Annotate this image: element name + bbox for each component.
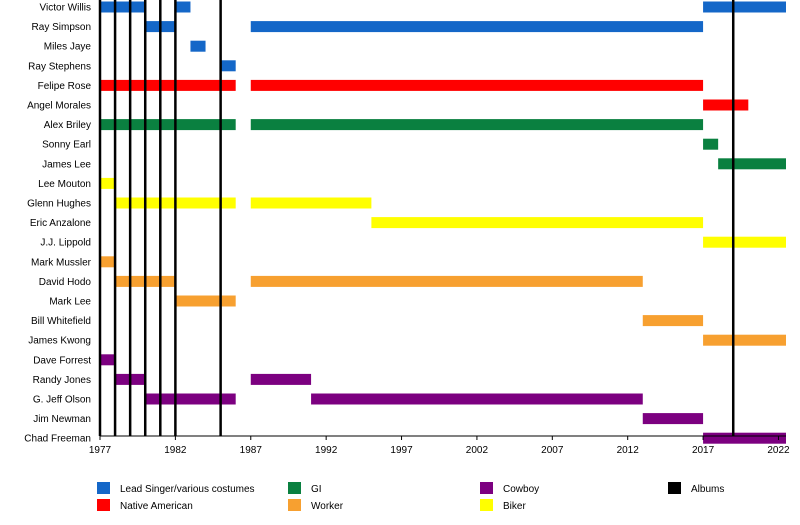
- member-bars: [100, 1, 786, 444]
- x-tick-label-2012: 2012: [617, 445, 640, 456]
- member-label-bill-whitefield: Bill Whitefield: [31, 316, 91, 327]
- legend-swatch-biker: [480, 499, 493, 511]
- bar-randy-jones-1: [250, 373, 312, 385]
- legend-label-lead: Lead Singer/various costumes: [120, 484, 255, 495]
- bar-eric-anzalone-0: [371, 217, 704, 229]
- member-label-felipe-rose: Felipe Rose: [38, 81, 92, 92]
- album-lines: [98, 0, 735, 436]
- bar-david-hodo-1: [250, 275, 643, 287]
- x-tick-label-1982: 1982: [164, 445, 187, 456]
- bar-alex-briley-1: [250, 119, 704, 131]
- x-tick-label-1997: 1997: [390, 445, 413, 456]
- legend-label-biker: Biker: [503, 501, 526, 512]
- bar-dave-forrest-0: [100, 354, 116, 366]
- x-tick-label-2022: 2022: [767, 445, 790, 456]
- bar-victor-willis-2: [703, 1, 786, 13]
- bar-angel-morales-0: [703, 99, 749, 111]
- bar-miles-jaye-0: [190, 40, 206, 52]
- member-label-victor-willis: Victor Willis: [40, 3, 91, 14]
- bar-sonny-earl-0: [703, 138, 719, 150]
- bar-j-j-lippold-0: [703, 236, 786, 248]
- member-label-sonny-earl: Sonny Earl: [42, 140, 91, 151]
- member-label-randy-jones: Randy Jones: [33, 375, 91, 386]
- member-label-alex-briley: Alex Briley: [44, 120, 91, 131]
- bar-mark-mussler-0: [100, 256, 116, 268]
- bar-mark-lee-0: [175, 295, 236, 307]
- bar-alex-briley-0: [100, 119, 236, 131]
- legend-label-albums: Albums: [691, 484, 724, 495]
- legend: Lead Singer/various costumes Native Ameri…: [97, 482, 724, 512]
- x-tick-label-2007: 2007: [541, 445, 564, 456]
- member-label-mark-mussler: Mark Mussler: [31, 257, 92, 268]
- member-label-lee-mouton: Lee Mouton: [38, 179, 91, 190]
- bar-g-jeff-olson-1: [311, 393, 643, 405]
- legend-label-worker: Worker: [311, 501, 344, 512]
- legend-swatch-albums: [668, 482, 681, 494]
- legend-swatch-gi: [288, 482, 301, 494]
- member-label-miles-jaye: Miles Jaye: [44, 42, 92, 53]
- bar-felipe-rose-1: [250, 79, 704, 91]
- member-label-ray-stephens: Ray Stephens: [28, 61, 91, 72]
- bar-james-lee-0: [718, 158, 786, 170]
- x-axis: 1977 1982 1987 1992 1997 2002 2007 2012 2017 2022: [89, 435, 790, 456]
- x-tick-label-1992: 1992: [315, 445, 338, 456]
- member-label-james-kwong: James Kwong: [28, 336, 91, 347]
- bar-jim-newman-0: [642, 413, 704, 425]
- member-label-mark-lee: Mark Lee: [49, 297, 91, 308]
- member-label-jim-newman: Jim Newman: [33, 414, 91, 425]
- legend-swatch-lead: [97, 482, 110, 494]
- bar-ray-simpson-1: [250, 21, 704, 33]
- bar-g-jeff-olson-0: [145, 393, 236, 405]
- member-label-chad-freeman: Chad Freeman: [24, 434, 91, 445]
- x-tick-label-1977: 1977: [89, 445, 112, 456]
- member-label-j-j-lippold: J.J. Lippold: [40, 238, 91, 249]
- member-label-angel-morales: Angel Morales: [27, 101, 91, 112]
- legend-label-gi: GI: [311, 484, 322, 495]
- legend-swatch-cowboy: [480, 482, 493, 494]
- x-tick-label-2017: 2017: [692, 445, 715, 456]
- bar-victor-willis-0: [100, 1, 146, 13]
- bar-lee-mouton-0: [100, 177, 116, 189]
- member-label-david-hodo: David Hodo: [39, 277, 92, 288]
- x-tick-label-1987: 1987: [240, 445, 263, 456]
- bar-glenn-hughes-1: [250, 197, 372, 209]
- x-tick-label-2002: 2002: [466, 445, 489, 456]
- legend-label-native: Native American: [120, 501, 193, 512]
- member-label-eric-anzalone: Eric Anzalone: [30, 218, 92, 229]
- bar-victor-willis-1: [175, 1, 191, 13]
- bar-james-kwong-0: [703, 334, 786, 346]
- bar-chad-freeman-0: [703, 432, 786, 444]
- legend-label-cowboy: Cowboy: [503, 484, 539, 495]
- member-labels: Victor Willis Ray Simpson Miles Jaye Ray St…: [24, 3, 91, 445]
- member-label-james-lee: James Lee: [42, 159, 91, 170]
- legend-swatch-native: [97, 499, 110, 511]
- legend-swatch-worker: [288, 499, 301, 511]
- bar-felipe-rose-0: [100, 79, 236, 91]
- member-label-ray-simpson: Ray Simpson: [32, 22, 91, 33]
- member-label-g-jeff-olson: G. Jeff Olson: [33, 395, 91, 406]
- member-label-dave-forrest: Dave Forrest: [33, 355, 91, 366]
- member-label-glenn-hughes: Glenn Hughes: [27, 199, 91, 210]
- bar-ray-stephens-0: [220, 60, 236, 72]
- bar-bill-whitefield-0: [642, 315, 704, 327]
